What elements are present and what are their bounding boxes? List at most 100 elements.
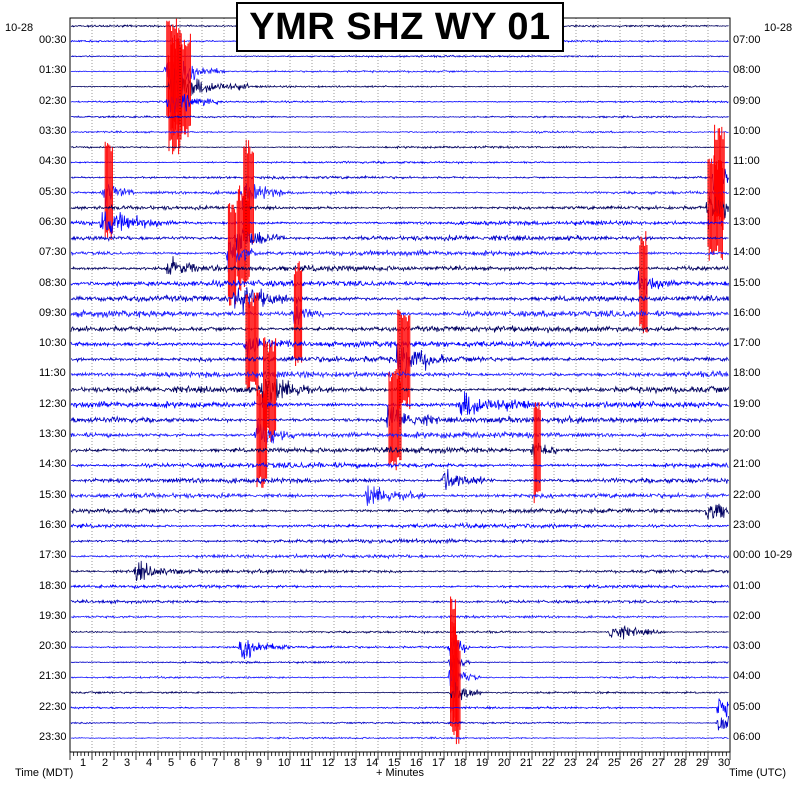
x-tick-label: 26 — [630, 757, 643, 769]
x-tick-label: 4 — [146, 757, 153, 769]
trace-line — [70, 537, 729, 545]
left-time-label: 00:30 — [39, 34, 67, 47]
trace-line — [70, 270, 729, 295]
x-tick-label: 13 — [344, 757, 357, 769]
right-time-label: 04:00 — [733, 670, 761, 683]
clipped-event — [388, 369, 402, 471]
x-tick-label: 11 — [300, 757, 312, 769]
clipped-event — [236, 185, 250, 291]
left-time-label: 11:30 — [39, 367, 66, 380]
trace-line — [70, 736, 729, 740]
right-date-change-label: 10-29 — [764, 549, 793, 562]
right-time-label: 22:00 — [733, 488, 761, 501]
right-time-label: 08:00 — [733, 64, 761, 77]
trace-line — [70, 560, 729, 582]
right-time-label: 12:00 — [733, 185, 761, 198]
trace-line — [70, 583, 729, 590]
trace-line — [70, 287, 729, 315]
right-time-label: 03:00 — [733, 640, 761, 653]
right-time-label: 14:00 — [733, 246, 761, 259]
trace-line — [70, 211, 729, 235]
left-time-label: 10:30 — [39, 337, 67, 350]
clipped-event — [533, 402, 541, 504]
right-time-label: 10:00 — [733, 125, 761, 138]
left-time-label: 05:30 — [39, 185, 67, 198]
trace-line — [70, 625, 729, 640]
clipped-event — [104, 141, 113, 240]
left-time-label: 08:30 — [39, 276, 67, 289]
left-time-label: 15:30 — [39, 488, 67, 501]
x-tick-label: 18 — [454, 757, 467, 769]
x-tick-label: 3 — [124, 757, 131, 769]
right-time-label: 19:00 — [733, 397, 761, 410]
trace-line — [70, 183, 729, 210]
left-time-label: 18:30 — [39, 579, 67, 592]
left-time-label: 16:30 — [39, 518, 67, 531]
chart-title: YMR SHZ WY 01 — [236, 2, 564, 52]
right-time-label: 23:00 — [733, 518, 761, 531]
left-time-label: 04:30 — [39, 155, 67, 168]
trace-line — [71, 461, 729, 470]
trace-line — [70, 442, 729, 462]
left-time-label: 03:30 — [39, 125, 67, 138]
right-date-label: 10-28 — [764, 22, 793, 34]
x-tick-label: 7 — [212, 757, 219, 769]
clipped-event — [293, 261, 303, 366]
right-time-label: 17:00 — [733, 337, 761, 350]
trace-line — [70, 598, 729, 605]
right-time-label: 21:00 — [733, 458, 761, 471]
right-time-label: 11:00 — [733, 155, 760, 168]
x-tick-label: 24 — [586, 757, 599, 769]
left-time-label: 19:30 — [39, 609, 67, 622]
left-time-label: 12:30 — [39, 397, 67, 410]
trace-line — [70, 669, 729, 689]
x-tick-label: 10 — [278, 757, 291, 769]
right-time-label: 06:00 — [733, 731, 761, 744]
left-time-label: 14:30 — [39, 458, 67, 471]
clipped-event — [714, 124, 725, 230]
right-time-label: 01:00 — [733, 579, 761, 592]
x-tick-label: 16 — [410, 757, 423, 769]
left-time-label: 09:30 — [39, 306, 67, 319]
x-tick-label: 22 — [542, 757, 555, 769]
x-tick-label: 21 — [520, 757, 533, 769]
left-date-label: 10-28 — [5, 22, 34, 34]
left-time-label: 02:30 — [39, 94, 67, 107]
trace-line — [70, 715, 729, 731]
x-tick-label: 20 — [498, 757, 511, 769]
left-time-label: 06:30 — [39, 215, 67, 228]
clipped-event — [263, 337, 277, 442]
minute-grid — [91, 18, 709, 752]
left-time-label: 13:30 — [39, 428, 67, 441]
left-time-label: 07:30 — [39, 246, 67, 259]
left-time-label: 22:30 — [39, 700, 67, 713]
trace-line — [71, 241, 729, 273]
x-tick-label: 23 — [564, 757, 577, 769]
trace-line — [70, 638, 729, 660]
right-time-label: 07:00 — [733, 34, 761, 47]
clipped-event — [639, 231, 648, 334]
x-tick-label: 27 — [652, 757, 665, 769]
right-time-label: 18:00 — [733, 367, 761, 380]
right-time-label: 05:00 — [733, 700, 761, 713]
x-tick-label: 28 — [674, 757, 687, 769]
clipped-event — [227, 203, 237, 306]
trace-line — [70, 256, 729, 275]
x-tick-label: 15 — [388, 757, 401, 769]
left-time-label: 01:30 — [39, 64, 67, 77]
right-time-label: 16:00 — [733, 306, 761, 319]
x-tick-label: 29 — [696, 757, 709, 769]
trace-line — [70, 614, 729, 620]
left-time-label: 21:30 — [39, 670, 67, 683]
right-time-label: 20:00 — [733, 428, 761, 441]
trace-line — [70, 698, 729, 718]
x-tick-label: 8 — [234, 757, 241, 769]
clipped-event — [397, 309, 411, 411]
right-time-label: 15:00 — [733, 276, 761, 289]
seismic-traces — [70, 18, 729, 745]
clipped-event — [707, 155, 723, 261]
clipped-event — [243, 139, 254, 245]
trace-line — [70, 657, 729, 671]
x-axis-right-label: Time (UTC) — [729, 767, 787, 779]
